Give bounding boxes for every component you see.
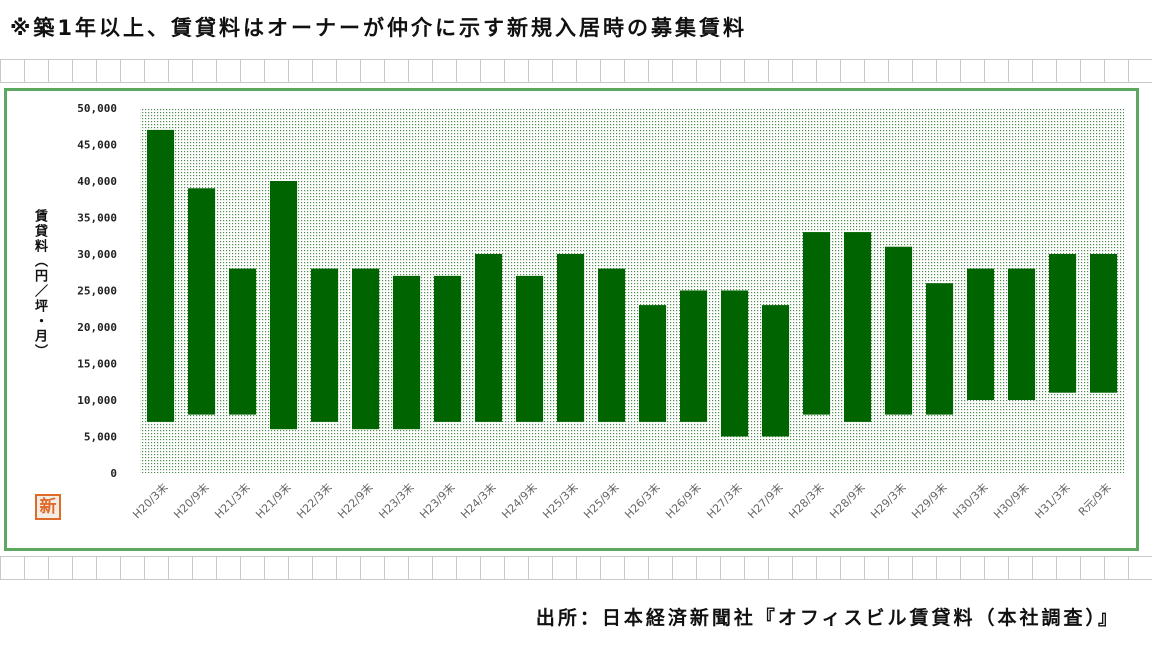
y-tick-label: 35,000	[77, 212, 117, 225]
y-axis-label: 賃貸料（円／坪・月）	[32, 209, 47, 359]
range-bar	[393, 275, 421, 430]
x-category-label: H25/9末	[581, 480, 622, 521]
source-note: 出所：日本経済新聞社『オフィスビル賃貸料（本社調査）』	[535, 607, 1120, 629]
x-category-label: H27/3末	[704, 480, 745, 521]
range-bar	[803, 232, 831, 415]
x-category-label: H23/3末	[376, 480, 417, 521]
x-category-label: H22/9末	[335, 480, 376, 521]
chart-panel: 50,000 45,000 40,000 35,000 30,000 25,000 20,0…	[4, 88, 1139, 551]
range-bar	[147, 129, 175, 422]
x-category-label: H24/3末	[458, 480, 499, 521]
plot-area	[140, 108, 1124, 473]
y-tick-label: 45,000	[77, 139, 117, 152]
range-bar	[229, 268, 257, 415]
y-tick-label: 30,000	[77, 248, 117, 261]
range-bar	[557, 254, 585, 422]
x-category-label: H22/3末	[294, 480, 335, 521]
x-category-label: H28/9末	[827, 480, 868, 521]
x-category-label: R元/9末	[1075, 480, 1113, 518]
x-category-label: H21/3末	[212, 480, 253, 521]
y-tick-label: 50,000	[77, 102, 117, 115]
range-bar	[885, 246, 913, 415]
range-bar	[639, 305, 667, 422]
y-tick-label: 0	[110, 467, 117, 480]
range-bar	[762, 305, 790, 437]
ruler-band-top	[0, 59, 1152, 83]
y-tick-label: 10,000	[77, 394, 117, 407]
y-tick-label: 5,000	[84, 431, 117, 444]
range-bar	[1090, 254, 1118, 393]
range-bar	[967, 268, 995, 400]
range-bar	[311, 268, 339, 422]
range-bar	[516, 275, 544, 422]
x-category-label: H21/9末	[253, 480, 294, 521]
x-category-label: H26/9末	[663, 480, 704, 521]
chart-title: ※築1年以上、賃貸料はオーナーが仲介に示す新規入居時の募集賃料	[10, 16, 748, 40]
x-category-label: H30/3末	[950, 480, 991, 521]
x-category-label: H20/3末	[130, 480, 171, 521]
range-bar	[598, 268, 626, 422]
x-category-label: H28/3末	[786, 480, 827, 521]
range-bar	[680, 290, 708, 422]
x-category-label: H29/9末	[909, 480, 950, 521]
x-category-label: H23/9末	[417, 480, 458, 521]
x-category-label: H29/3末	[868, 480, 909, 521]
range-bar	[926, 283, 954, 415]
new-badge: 新	[35, 494, 61, 520]
y-tick-label: 15,000	[77, 358, 117, 371]
range-bar	[721, 290, 749, 437]
range-bar	[1008, 268, 1036, 400]
ruler-band-bottom	[0, 556, 1152, 580]
range-bar	[434, 275, 462, 422]
range-bar	[270, 181, 298, 430]
range-bar	[1049, 254, 1077, 393]
x-category-label: H24/9末	[499, 480, 540, 521]
x-category-label: H27/9末	[745, 480, 786, 521]
x-category-label: H25/3末	[540, 480, 581, 521]
y-tick-label: 40,000	[77, 175, 117, 188]
range-bar	[352, 268, 380, 430]
range-bar	[188, 188, 216, 415]
bar-chart: 50,000 45,000 40,000 35,000 30,000 25,000 20,0…	[77, 102, 1124, 521]
x-category-label: H20/9末	[171, 480, 212, 521]
y-tick-label: 25,000	[77, 285, 117, 298]
x-category-label: H31/3末	[1032, 480, 1073, 521]
x-category-label: H26/3末	[622, 480, 663, 521]
x-category-label: H30/9末	[991, 480, 1032, 521]
range-bar	[844, 232, 872, 422]
range-bar	[475, 254, 503, 422]
y-tick-label: 20,000	[77, 321, 117, 334]
